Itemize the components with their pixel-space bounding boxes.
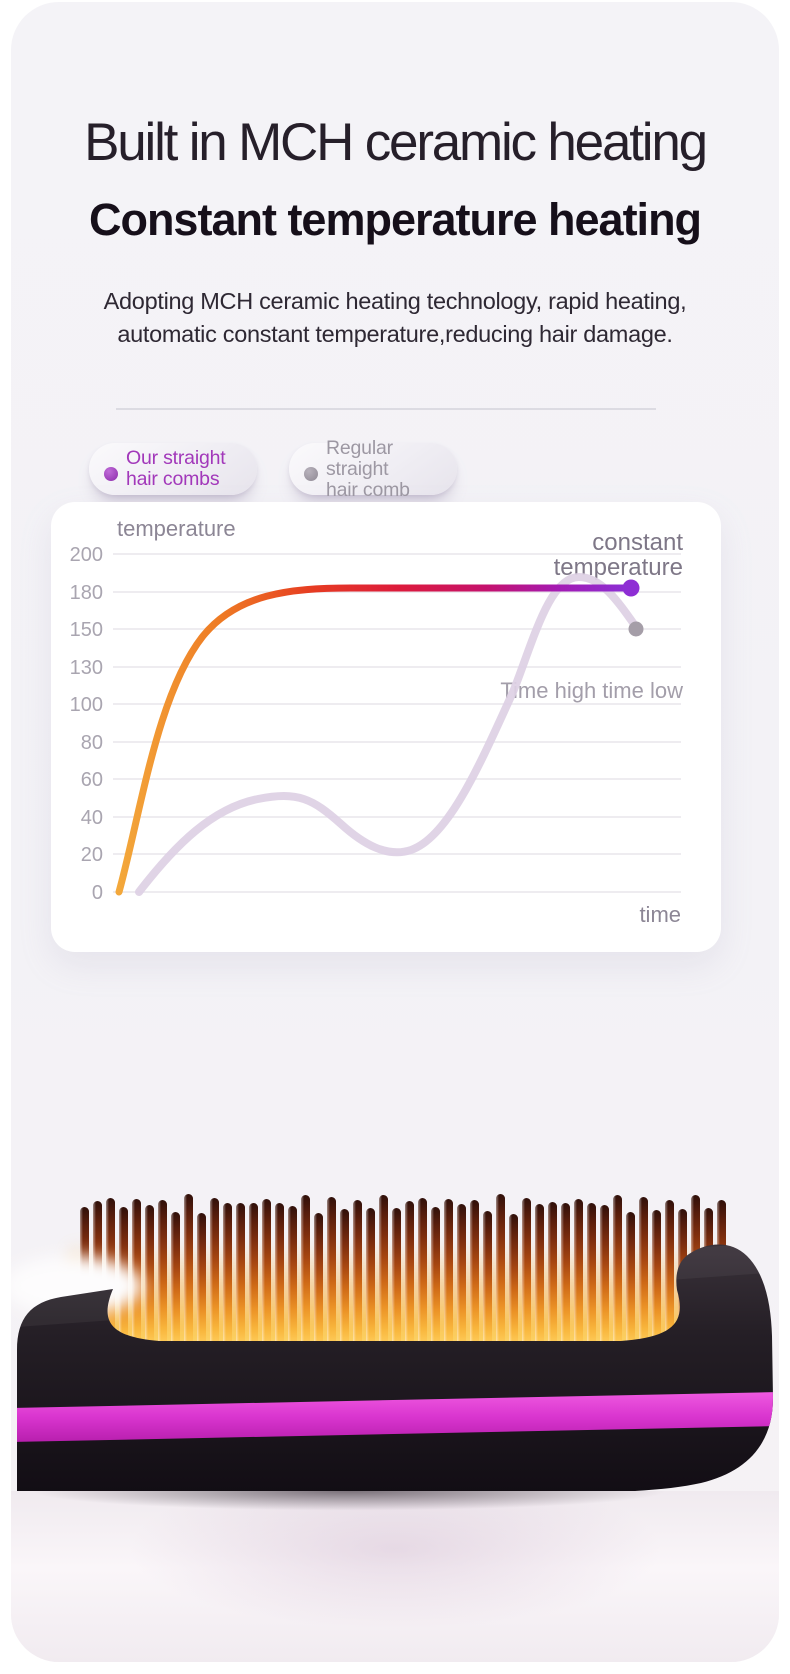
content-card: Built in MCH ceramic heating Constant te… xyxy=(11,2,779,1662)
title-line1: Built in MCH ceramic heating xyxy=(84,113,708,172)
bristle xyxy=(613,1195,622,1346)
legend-our-label-line2: hair combs xyxy=(126,468,220,490)
ytick-180: 180 xyxy=(70,582,103,604)
bristle xyxy=(145,1204,154,1346)
bristle xyxy=(457,1204,466,1346)
ytick-40: 40 xyxy=(81,807,103,829)
our-comb-endpoint-marker xyxy=(622,579,640,597)
reflective-surface xyxy=(11,1491,779,1662)
legend-our-comb: Our straight hair combs xyxy=(89,443,257,495)
legend-dot-our-icon xyxy=(104,467,118,481)
legend-regular-comb: Regular straight hair comb xyxy=(289,437,457,500)
bristle xyxy=(470,1200,479,1346)
annotation-constant-temperature: constant temperature xyxy=(554,529,684,581)
bristle xyxy=(301,1194,310,1346)
y-axis-label: temperature xyxy=(117,516,236,541)
legend-regular-label-line1: Regular straight xyxy=(326,436,393,480)
divider-line xyxy=(116,408,656,410)
bristle xyxy=(223,1203,232,1346)
bristle xyxy=(483,1211,492,1346)
regular-comb-endpoint-marker xyxy=(628,621,644,637)
bristle xyxy=(158,1200,167,1346)
bristle xyxy=(535,1203,544,1346)
ytick-0: 0 xyxy=(92,882,103,904)
legend-our-label: Our straight hair combs xyxy=(126,447,226,490)
bristle xyxy=(574,1198,583,1346)
ytick-20: 20 xyxy=(81,844,103,866)
bristle xyxy=(626,1211,635,1346)
legend-our-label-line1: Our straight xyxy=(126,447,226,469)
bristle xyxy=(587,1203,596,1346)
bristle xyxy=(236,1202,245,1346)
ytick-130: 130 xyxy=(70,657,103,679)
legend-regular-label: Regular straight hair comb xyxy=(326,436,457,501)
bristle xyxy=(262,1199,271,1346)
temperature-chart-card: 200 180 150 130 100 80 60 40 20 0 temper… xyxy=(51,502,721,952)
gridlines xyxy=(113,553,681,893)
body-left-highlight xyxy=(11,1256,143,1316)
bristle xyxy=(184,1194,193,1346)
title-line2: Constant temperature heating xyxy=(88,194,702,245)
bristle xyxy=(249,1202,258,1346)
y-axis-ticks: 200 180 150 130 100 80 60 40 20 0 xyxy=(70,544,103,904)
annotation-fluctuation: Time high time low xyxy=(500,678,683,703)
bristle xyxy=(340,1209,349,1346)
bristle xyxy=(509,1213,518,1346)
description-text: Adopting MCH ceramic heating technology,… xyxy=(103,288,687,348)
bristle xyxy=(418,1198,427,1346)
bristle xyxy=(314,1212,323,1346)
bristle xyxy=(496,1194,505,1346)
bristle xyxy=(405,1200,414,1346)
annotation-constant-line1: constant xyxy=(592,529,683,556)
x-axis-label: time xyxy=(639,902,681,927)
bristle xyxy=(210,1197,219,1346)
bristle xyxy=(522,1197,531,1346)
bristle xyxy=(379,1195,388,1346)
temperature-line-chart: 200 180 150 130 100 80 60 40 20 0 temper… xyxy=(70,516,684,927)
regular-comb-line xyxy=(135,572,640,896)
bristle xyxy=(444,1198,453,1346)
bristle xyxy=(665,1200,674,1346)
bristle xyxy=(600,1205,609,1346)
bristle xyxy=(561,1203,570,1346)
ytick-80: 80 xyxy=(81,732,103,754)
chart-legend: Our straight hair combs Regular straight… xyxy=(89,437,457,500)
magenta-accent-stripe xyxy=(17,1392,773,1442)
straightener-body xyxy=(11,1244,773,1493)
bristle xyxy=(392,1207,401,1346)
bristle xyxy=(197,1212,206,1346)
ytick-100: 100 xyxy=(70,694,103,716)
bristle xyxy=(353,1200,362,1346)
bristle xyxy=(366,1208,375,1346)
our-comb-line xyxy=(115,584,635,896)
bristle xyxy=(288,1205,297,1346)
bristle xyxy=(431,1206,440,1346)
legend-dot-regular-icon xyxy=(304,467,318,481)
bristle xyxy=(171,1211,180,1346)
bristle xyxy=(275,1202,284,1346)
ytick-60: 60 xyxy=(81,769,103,791)
bristle xyxy=(548,1202,557,1346)
bristle xyxy=(327,1197,336,1346)
legend-regular-label-line2: hair comb xyxy=(326,478,410,501)
bristle xyxy=(132,1198,141,1346)
bristle xyxy=(652,1209,661,1346)
ytick-150: 150 xyxy=(70,619,103,641)
bristle xyxy=(639,1197,648,1346)
ytick-200: 200 xyxy=(70,544,103,566)
